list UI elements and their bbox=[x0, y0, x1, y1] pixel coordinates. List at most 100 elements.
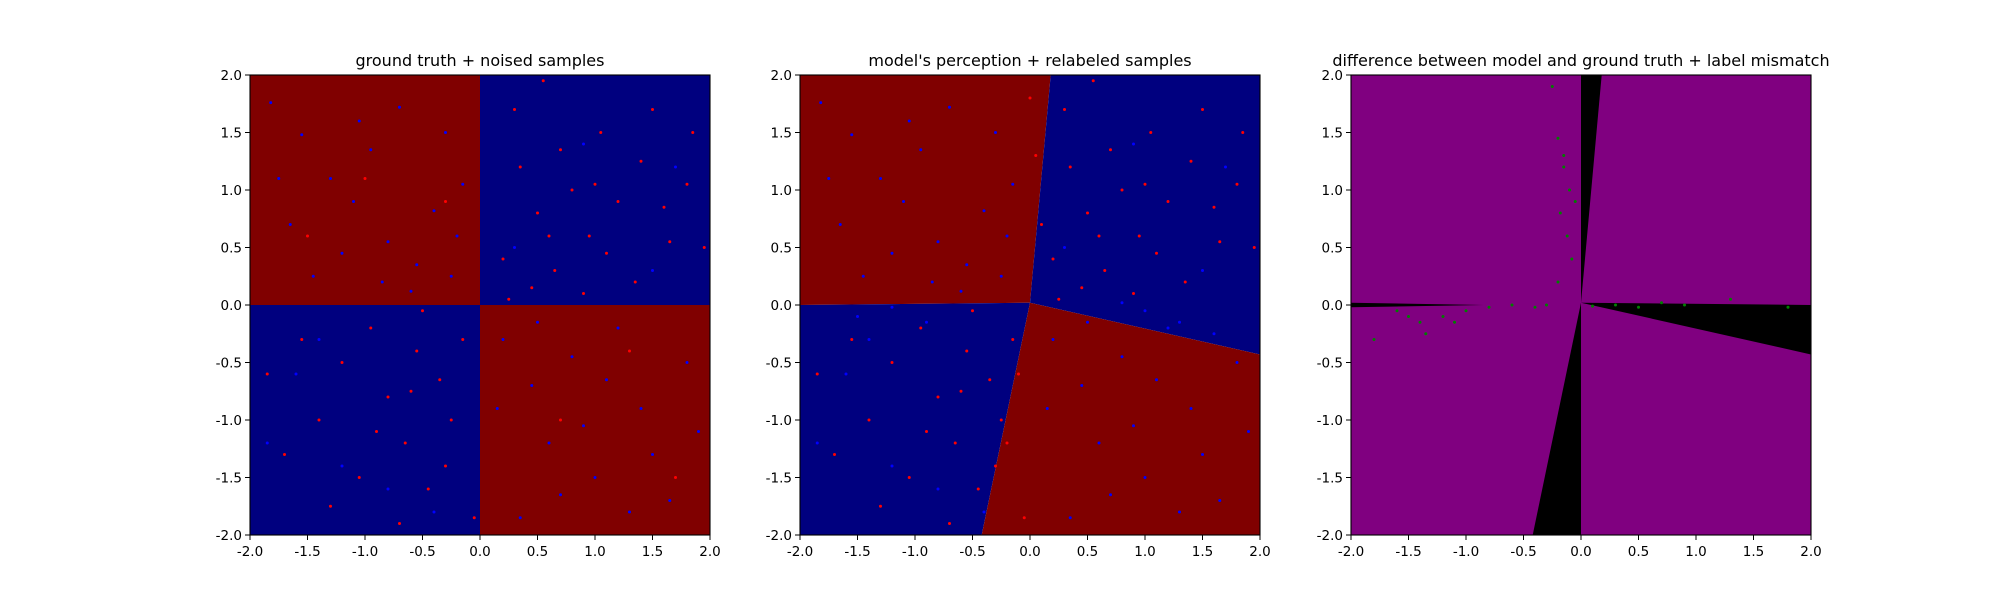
sample-point bbox=[953, 441, 957, 445]
sample-point bbox=[685, 182, 689, 186]
sample-point bbox=[936, 395, 940, 399]
y-tick-label: 1.0 bbox=[1322, 183, 1343, 199]
sample-point bbox=[380, 280, 384, 284]
x-tick-label: 0.5 bbox=[527, 544, 548, 560]
sample-point bbox=[1005, 234, 1009, 238]
decision-region bbox=[1581, 302, 1811, 355]
sample-point bbox=[398, 105, 401, 109]
sample-point bbox=[386, 395, 390, 399]
x-tick-label: 0.0 bbox=[469, 544, 490, 560]
sample-point bbox=[352, 200, 355, 203]
sample-point bbox=[1212, 332, 1216, 336]
sample-point bbox=[1051, 257, 1055, 261]
sample-point bbox=[948, 105, 951, 109]
sample-point bbox=[536, 320, 539, 324]
sample-point bbox=[306, 234, 309, 238]
sample-point bbox=[518, 165, 522, 169]
sample-point bbox=[815, 441, 819, 445]
sample-point bbox=[850, 338, 854, 341]
sample-point bbox=[1011, 182, 1015, 186]
x-tick-label: 1.0 bbox=[1685, 544, 1706, 560]
sample-point bbox=[1510, 303, 1514, 307]
decision-region bbox=[1581, 75, 1602, 303]
sample-point bbox=[599, 131, 603, 134]
y-tick-label: -1.0 bbox=[766, 413, 792, 429]
y-tick-label: 0.0 bbox=[771, 298, 792, 314]
sample-point bbox=[1614, 303, 1617, 307]
x-tick-label: -2.0 bbox=[1338, 544, 1364, 560]
sample-point bbox=[559, 148, 562, 152]
sample-point bbox=[501, 257, 505, 261]
sample-point bbox=[398, 522, 401, 525]
x-tick-label: 2.0 bbox=[1800, 544, 1821, 560]
sample-point bbox=[1063, 246, 1066, 249]
sample-point bbox=[317, 418, 321, 422]
sample-point bbox=[1487, 305, 1491, 309]
y-tick-label: -1.5 bbox=[766, 471, 792, 487]
sample-point bbox=[1132, 292, 1135, 295]
sample-point bbox=[674, 476, 677, 479]
sample-point bbox=[1120, 188, 1124, 192]
sample-point bbox=[925, 320, 928, 324]
sample-point bbox=[340, 464, 344, 468]
sample-point bbox=[438, 378, 442, 382]
sample-point bbox=[1063, 108, 1066, 111]
sample-point bbox=[1143, 182, 1147, 186]
sample-point bbox=[513, 246, 516, 249]
sample-point bbox=[827, 177, 831, 180]
sample-point bbox=[1729, 297, 1732, 301]
y-tick-label: 0.5 bbox=[221, 241, 242, 257]
y-tick-label: 0.5 bbox=[1322, 241, 1343, 257]
decision-region bbox=[1030, 75, 1260, 355]
y-tick-label: -1.0 bbox=[1317, 413, 1343, 429]
y-tick-label: -0.5 bbox=[766, 356, 792, 372]
x-tick-label: 0.5 bbox=[1628, 544, 1649, 560]
y-tick-label: -2.0 bbox=[216, 528, 242, 544]
sample-point bbox=[1570, 257, 1574, 261]
sample-point bbox=[1568, 188, 1571, 192]
sample-point bbox=[317, 338, 321, 341]
sample-point bbox=[530, 384, 534, 387]
sample-point bbox=[386, 487, 390, 491]
sample-point bbox=[1424, 332, 1428, 336]
sample-point bbox=[879, 504, 882, 508]
sample-point bbox=[1097, 234, 1101, 238]
x-tick-label: -1.0 bbox=[902, 544, 928, 560]
sample-point bbox=[277, 177, 281, 180]
sample-point bbox=[844, 372, 848, 376]
x-tick-label: 0.5 bbox=[1077, 544, 1098, 560]
sample-point bbox=[1022, 516, 1026, 520]
sample-point bbox=[455, 234, 459, 238]
sample-point bbox=[1132, 424, 1135, 428]
sample-point bbox=[294, 372, 298, 376]
sample-point bbox=[1155, 251, 1158, 255]
sample-point bbox=[685, 361, 689, 364]
x-tick-label: -0.5 bbox=[959, 544, 985, 560]
sample-point bbox=[432, 209, 436, 213]
sample-point bbox=[861, 274, 865, 278]
sample-point bbox=[283, 453, 286, 456]
subplot-1: -2.0 -1.5 -1.0 -0.5 0.0 0.5 1.0 1.5 2.0 -2.0 -1.5 -… bbox=[216, 51, 721, 560]
sample-point bbox=[1086, 211, 1089, 215]
x-tick-label: -1.5 bbox=[1395, 544, 1421, 560]
sample-point bbox=[340, 361, 344, 364]
sample-point bbox=[890, 305, 894, 309]
sample-point bbox=[1550, 85, 1554, 88]
sample-point bbox=[426, 487, 430, 491]
sample-point bbox=[965, 263, 969, 267]
sample-point bbox=[300, 338, 304, 341]
sample-point bbox=[1201, 453, 1204, 456]
y-tick-label: 1.0 bbox=[771, 183, 792, 199]
sample-point bbox=[971, 309, 974, 313]
sample-point bbox=[369, 326, 373, 330]
sample-point bbox=[1556, 136, 1560, 140]
sample-point bbox=[559, 493, 562, 497]
sample-point bbox=[1166, 326, 1170, 330]
sample-point bbox=[936, 240, 940, 244]
sample-point bbox=[409, 389, 413, 393]
sample-point bbox=[1080, 384, 1084, 387]
plot-area bbox=[1351, 75, 1811, 535]
sample-point bbox=[582, 424, 585, 428]
sample-point bbox=[850, 133, 854, 137]
